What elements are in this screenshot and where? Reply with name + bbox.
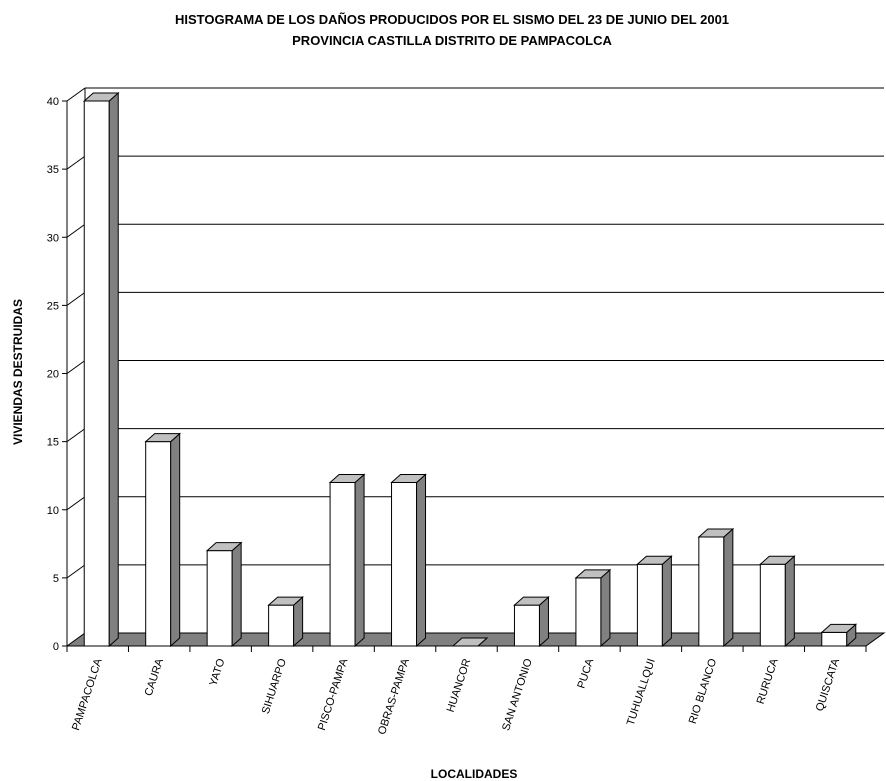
bar-top [636, 555, 673, 565]
x-tick-label: YATO [207, 657, 227, 688]
bar-side [723, 527, 734, 648]
bar-side [661, 555, 672, 648]
y-tick-label: 40 [47, 96, 59, 108]
bar-top [697, 528, 735, 538]
bar-front [268, 604, 295, 647]
x-tick-label: RIO BLANCO [687, 657, 720, 726]
x-tick-label: SAN ANTONIO [500, 657, 535, 732]
x-tick-label: PUCA [575, 657, 596, 690]
y-tick-label: 5 [53, 573, 59, 585]
plot-area: 0 5 10 15 20 25 30 35 40 PAMPACOLCA CAURA YATO SIHUA… [47, 87, 886, 737]
x-tick-label: TUHUALLQUI [625, 657, 658, 727]
bar-top [82, 92, 120, 102]
chart-subtitle: PROVINCIA CASTILLA DISTRITO DE PAMPACOLC… [292, 33, 612, 48]
bar-front [329, 482, 356, 647]
bar-side [600, 568, 611, 648]
bar-front [513, 604, 540, 647]
y-tick-label: 30 [47, 232, 59, 244]
bar-side [170, 432, 181, 648]
y-tick-label: 35 [47, 164, 59, 176]
x-axis-title: LOCALIDADES [431, 767, 518, 781]
gridline-depth [66, 564, 86, 579]
bar-top [758, 555, 796, 565]
bar-top [328, 474, 366, 483]
gridline-depth [66, 87, 86, 102]
bar-front [698, 536, 725, 647]
gridline-depth [66, 291, 86, 306]
bar-top [144, 433, 182, 443]
x-tick-label: PAMPACOLCA [70, 657, 105, 732]
gridline-depth [66, 496, 86, 511]
bar-front [391, 482, 418, 647]
bar-top [820, 623, 858, 633]
x-tick-label: RURUCA [755, 657, 781, 706]
bar-top [513, 596, 550, 606]
bar-top [205, 542, 243, 552]
y-tick-label: 25 [47, 300, 59, 312]
x-tick-label: SIHUARPO [260, 657, 289, 716]
gridline-depth [66, 360, 86, 374]
bar-top [390, 474, 427, 483]
y-tick-label: 10 [47, 505, 59, 517]
gridline-depth [66, 223, 86, 238]
x-tick-label: CAURA [143, 657, 167, 698]
bar-front [821, 631, 848, 647]
x-tick-label: HUANCOR [445, 657, 474, 714]
bar-top [574, 569, 612, 579]
bar-top [267, 596, 304, 606]
bar-front [145, 441, 172, 647]
gridline-depth [66, 155, 86, 170]
bar-front [83, 100, 110, 647]
y-tick-label: 20 [47, 369, 59, 381]
bar-front [575, 577, 602, 647]
y-tick-label: 15 [47, 437, 59, 449]
gridline-depth [66, 428, 86, 443]
bar-side [231, 541, 242, 648]
x-tick-label: PISCO-PAMPA [316, 657, 351, 732]
chart-title: HISTOGRAMA DE LOS DAÑOS PRODUCIDOS POR E… [175, 12, 729, 27]
bar-side [416, 473, 427, 648]
bar-front [636, 563, 663, 647]
x-tick-label: OBRAS-PAMPA [376, 657, 412, 737]
bar-side [354, 473, 365, 648]
bar-side [784, 555, 795, 648]
bar-front [206, 550, 233, 647]
y-tick-label: 0 [53, 641, 59, 653]
y-axis-title: VIVIENDAS DESTRUIDAS [11, 299, 25, 445]
x-tick-label: QUISCATA [814, 657, 842, 713]
bar-front [759, 563, 786, 647]
bar-side [108, 91, 119, 648]
